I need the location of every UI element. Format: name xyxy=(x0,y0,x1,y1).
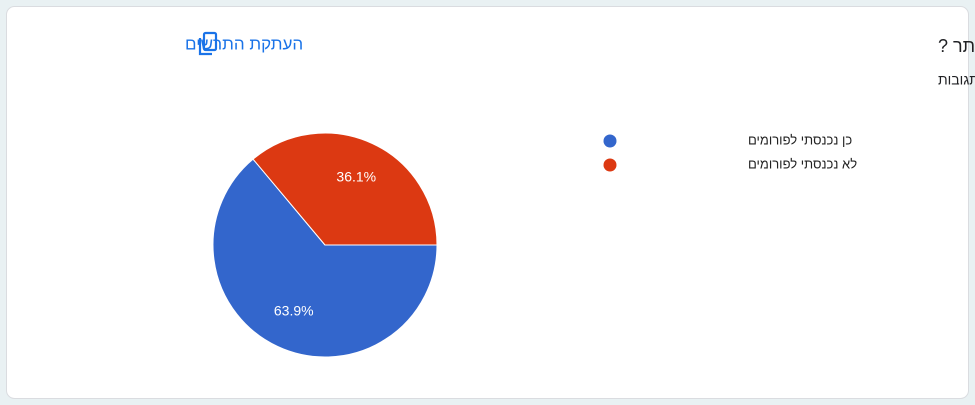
copy-button[interactable]: העתקת התרשים xyxy=(185,31,303,56)
legend-label: כן נכנסתי לפורומים xyxy=(748,132,852,147)
copy-icon[interactable] xyxy=(198,31,218,56)
chart-title: האם נכנסת לפורומים באתר ? xyxy=(938,36,975,56)
slice-label: 36.1% xyxy=(336,169,376,185)
legend-marker xyxy=(603,158,617,172)
card xyxy=(6,6,969,399)
copy-label[interactable]: העתקת התרשים xyxy=(185,34,303,53)
pie-slice xyxy=(252,132,438,246)
response-count: 180 תגובות xyxy=(938,72,975,88)
slice-label: 63.9% xyxy=(274,303,314,319)
legend-marker xyxy=(603,134,617,148)
pie-slice xyxy=(212,158,438,358)
legend-label: לא נכנסתי לפורומים xyxy=(748,156,857,171)
